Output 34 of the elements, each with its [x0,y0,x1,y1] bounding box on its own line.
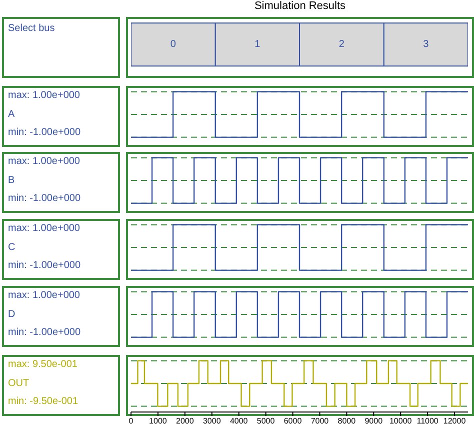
series-label: 0 [170,39,176,50]
text: max: 1.00e+000 [8,89,80,103]
y-axis-title: OUT [8,376,30,390]
x-tick-label: 9000 [364,416,384,426]
text: min: -1.00e+000 [8,126,81,140]
y-axis-title: A [8,108,15,122]
x-tick-label: 2000 [176,416,194,426]
text: min: -1.00e+000 [8,326,81,340]
text: max: 1.00e+000 [8,289,80,303]
x-tick-label: 11000 [416,416,439,426]
x-tick-label: 12000 [443,416,466,426]
series-label: 1 [254,39,261,50]
x-tick-label: 8000 [338,416,356,426]
y-axis-title: B [8,174,15,188]
y-axis-title: Select bus [8,23,55,34]
text: min: -9.50e-001 [8,395,78,409]
x-tick-label: 0 [128,416,134,426]
x-tick-label: 7000 [310,416,330,426]
series-label: 3 [423,39,430,50]
y-axis-title: C [8,240,16,254]
text: max: 1.00e+000 [8,222,80,236]
y-axis-title: D [8,308,16,322]
x-tick-label: 3000 [202,416,222,426]
x-tick-label: 1000 [149,416,168,426]
x-tick-label: 10000 [389,416,412,426]
x-tick-label: 5000 [256,416,276,426]
text: max: 9.50e-001 [8,358,78,372]
x-tick-label: 4000 [230,416,248,426]
chart-title: Simulation Results [253,0,347,13]
x-tick-label: 6000 [284,416,302,426]
series-label: 2 [338,39,345,50]
text: min: -1.00e+000 [8,259,81,273]
text: max: 1.00e+000 [8,155,80,169]
text: min: -1.00e+000 [8,192,81,206]
